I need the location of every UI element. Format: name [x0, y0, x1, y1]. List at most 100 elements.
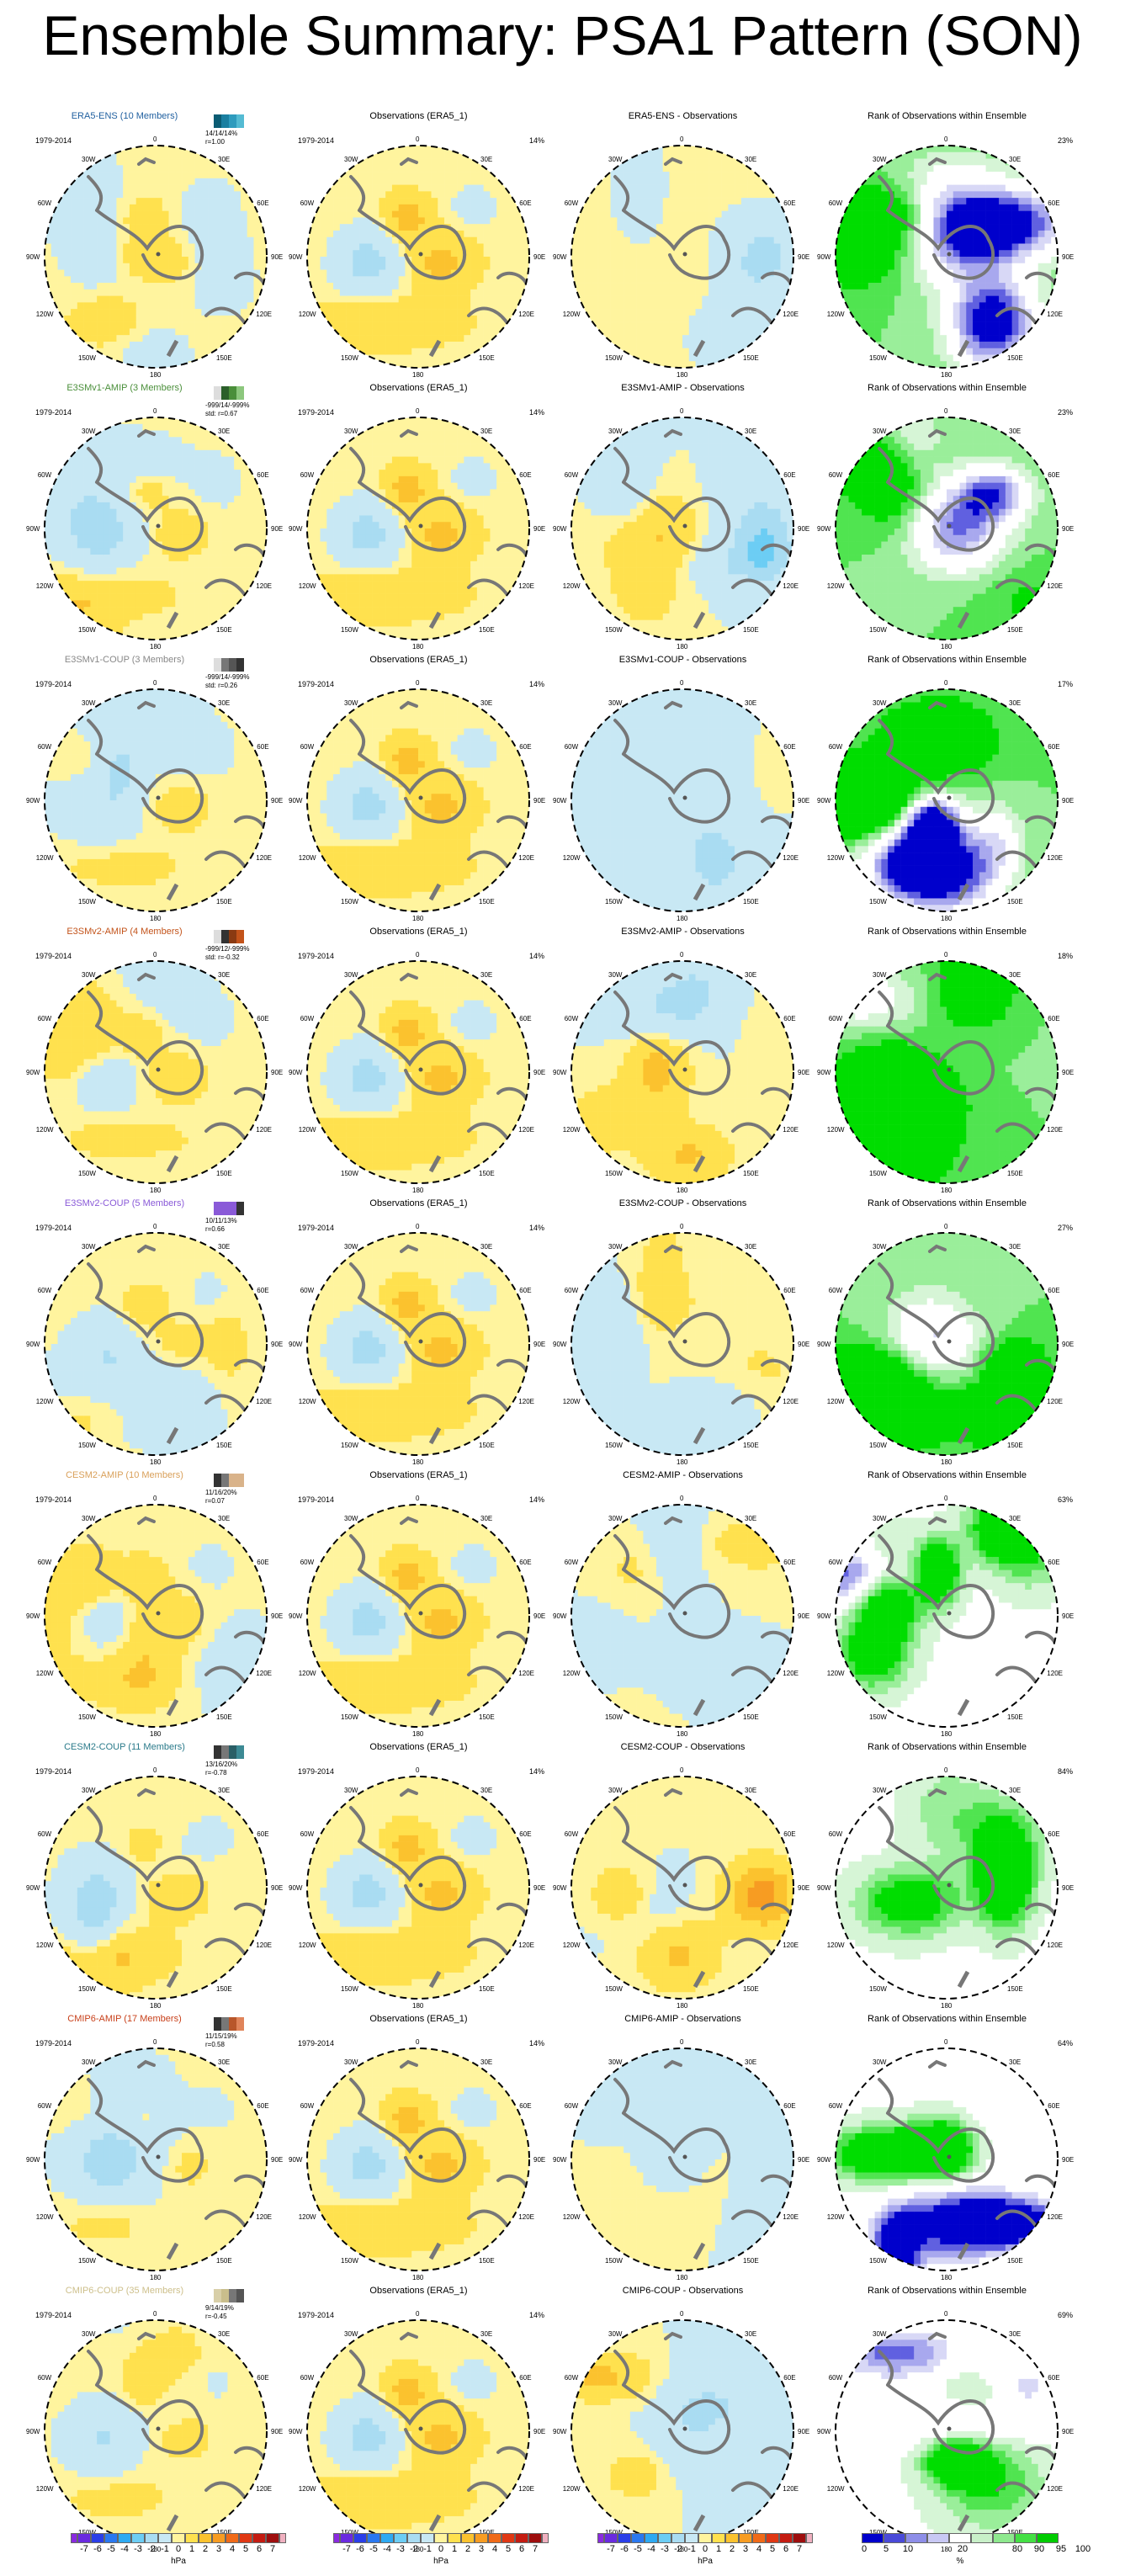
- grid-cell: [156, 613, 163, 620]
- grid-cell: [610, 289, 618, 296]
- longitude-label: 60W: [38, 199, 51, 207]
- grid-cell: [339, 528, 347, 536]
- grid-cell: [359, 309, 367, 316]
- grid-cell: [855, 309, 862, 316]
- grid-cell: [149, 257, 157, 264]
- grid-cell: [933, 151, 941, 159]
- grid-cell: [182, 321, 189, 329]
- grid-cell: [353, 263, 360, 270]
- grid-cell: [142, 354, 150, 362]
- grid-cell: [1005, 321, 1012, 329]
- grid-cell: [385, 309, 393, 316]
- grid-cell: [418, 146, 426, 153]
- grid-cell: [359, 257, 367, 264]
- grid-cell: [208, 335, 215, 343]
- grid-cell: [933, 191, 941, 199]
- grid-cell: [780, 250, 788, 258]
- grid-cell: [405, 309, 412, 316]
- grid-cell: [669, 230, 677, 237]
- grid-cell: [339, 534, 347, 542]
- longitude-label: 90E: [798, 253, 809, 261]
- grid-cell: [103, 430, 110, 438]
- grid-cell: [103, 560, 110, 568]
- grid-cell: [346, 210, 353, 218]
- grid-cell: [424, 269, 432, 277]
- grid-cell: [476, 178, 484, 185]
- grid-cell: [636, 210, 644, 218]
- grid-cell: [71, 593, 78, 601]
- grid-cell: [973, 184, 980, 192]
- grid-cell: [862, 276, 869, 284]
- grid-cell: [643, 158, 650, 166]
- grid-cell: [926, 257, 934, 264]
- grid-cell: [260, 515, 267, 523]
- grid-cell: [194, 456, 202, 464]
- grid-cell: [247, 482, 254, 490]
- grid-cell: [629, 172, 637, 179]
- grid-cell: [168, 515, 176, 523]
- grid-cell: [655, 210, 663, 218]
- grid-cell: [116, 430, 124, 438]
- grid-cell: [953, 172, 960, 179]
- grid-cell: [610, 230, 618, 237]
- grid-cell: [64, 230, 72, 237]
- grid-cell: [603, 269, 611, 277]
- grid-cell: [947, 178, 954, 185]
- grid-cell: [747, 230, 755, 237]
- grid-cell: [333, 470, 341, 477]
- grid-cell: [103, 276, 110, 284]
- grid-cell: [959, 263, 967, 270]
- grid-cell: [365, 263, 373, 270]
- grid-cell: [868, 198, 875, 205]
- grid-cell: [597, 321, 605, 329]
- grid-cell: [57, 257, 65, 264]
- grid-cell: [767, 224, 774, 231]
- grid-cell: [307, 263, 315, 270]
- grid-cell: [90, 341, 98, 348]
- grid-cell: [162, 178, 169, 185]
- grid-cell: [50, 283, 58, 290]
- grid-cell: [953, 184, 960, 192]
- grid-cell: [240, 560, 247, 568]
- grid-cell: [405, 224, 412, 231]
- grid-cell: [476, 210, 484, 218]
- grid-cell: [999, 243, 1006, 251]
- grid-cell: [220, 515, 228, 523]
- grid-cell: [424, 309, 432, 316]
- grid-cell: [182, 449, 189, 457]
- grid-cell: [398, 321, 406, 329]
- grid-cell: [523, 250, 529, 258]
- grid-cell: [227, 230, 235, 237]
- grid-cell: [1018, 263, 1026, 270]
- grid-cell: [214, 443, 221, 451]
- grid-cell: [253, 250, 261, 258]
- grid-cell: [509, 204, 517, 211]
- grid-cell: [123, 243, 130, 251]
- grid-cell: [109, 198, 117, 205]
- grid-cell: [855, 230, 862, 237]
- spread-chip: [229, 114, 236, 128]
- grid-cell: [156, 515, 163, 523]
- grid-cell: [253, 560, 261, 568]
- grid-cell: [57, 198, 65, 205]
- grid-cell: [476, 224, 484, 231]
- grid-cell: [874, 315, 882, 322]
- grid-cell: [97, 315, 104, 322]
- grid-cell: [985, 302, 993, 310]
- grid-cell: [431, 335, 438, 343]
- grid-cell: [953, 289, 960, 296]
- grid-cell: [109, 283, 117, 290]
- grid-cell: [379, 341, 386, 348]
- grid-cell: [313, 567, 321, 575]
- grid-cell: [424, 341, 432, 348]
- grid-cell: [682, 295, 690, 303]
- grid-cell: [708, 354, 716, 362]
- grid-cell: [372, 315, 379, 322]
- grid-cell: [201, 178, 209, 185]
- grid-cell: [103, 198, 110, 205]
- grid-cell: [83, 515, 91, 523]
- grid-cell: [617, 289, 624, 296]
- grid-cell: [194, 230, 202, 237]
- grid-cell: [708, 257, 716, 264]
- grid-cell: [77, 600, 84, 608]
